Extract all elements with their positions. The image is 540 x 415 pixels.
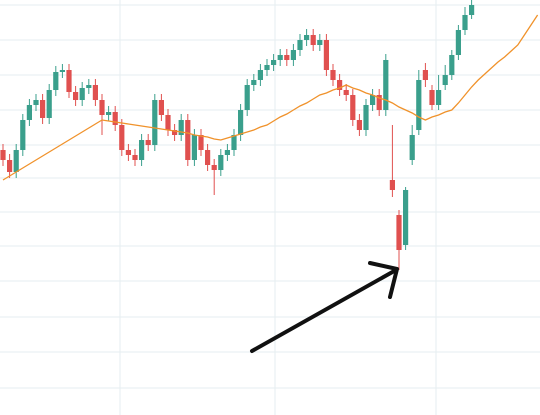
candle-body [172,130,178,135]
candle-body [436,90,442,105]
candle-body [257,70,263,80]
candle-body [462,15,468,30]
candle-body [422,70,428,80]
candle-body [330,70,336,80]
candle-body [7,160,13,172]
candle-body [119,125,125,150]
candle-body [20,120,26,150]
candle-body [99,100,105,115]
candle-body [92,85,98,100]
candle-body [13,150,19,172]
moving-average-line [2,14,539,181]
candle-body [46,90,52,118]
candle-body [224,150,230,155]
candle-body [53,72,59,90]
candle-body [370,95,376,105]
candle-body [185,120,191,160]
candle-body [389,180,395,190]
candle-body [284,55,290,60]
candle-body [317,40,323,45]
candle-body [290,50,296,60]
candle-body [86,85,92,88]
arrow-annotation [250,261,399,353]
candle-body [205,150,211,165]
candle-body [158,100,164,115]
candle-body [343,90,349,95]
candle-body [455,30,461,55]
candle-body [403,190,409,245]
candle-body [40,100,46,118]
candle-body [125,150,131,155]
candle-body [33,100,39,105]
candle-body [66,70,72,92]
candle-body [106,112,112,115]
plot [0,0,539,270]
candle-body [198,135,204,150]
candle-body [211,165,217,170]
candle-body [145,140,151,145]
candle-body [251,80,257,85]
candle-body [350,95,356,120]
candle-body [449,55,455,75]
candle-body [59,70,65,72]
candle-body [416,80,422,130]
candle-body [152,100,158,145]
candle-body [112,112,118,125]
candle-body [191,135,197,160]
candle-body [277,55,283,60]
candle-body [442,75,448,85]
candle-body [26,105,32,120]
candle-body [297,40,303,50]
candle-body [429,90,435,105]
candle-body [264,65,270,70]
candle-body [383,60,389,110]
candle-body [409,135,415,160]
candle-body [73,92,79,100]
candle-body [178,120,184,135]
candle-body [356,120,362,130]
candle-body [139,140,145,160]
candle-body [165,115,171,130]
candle-body [79,88,85,100]
candle-body [218,155,224,170]
candle-body [396,215,402,250]
candle-body [323,40,329,70]
candle-body [469,5,475,15]
candle-body [337,80,343,90]
candle-body [363,105,369,130]
candle-body [231,135,237,150]
candle-body [310,35,316,45]
candle-body [304,35,310,40]
candle-body [0,150,6,160]
candle-body [376,95,382,110]
candle-body [244,85,250,110]
candle-body [238,110,244,135]
candle-body [271,60,277,65]
candle-body [132,155,138,160]
